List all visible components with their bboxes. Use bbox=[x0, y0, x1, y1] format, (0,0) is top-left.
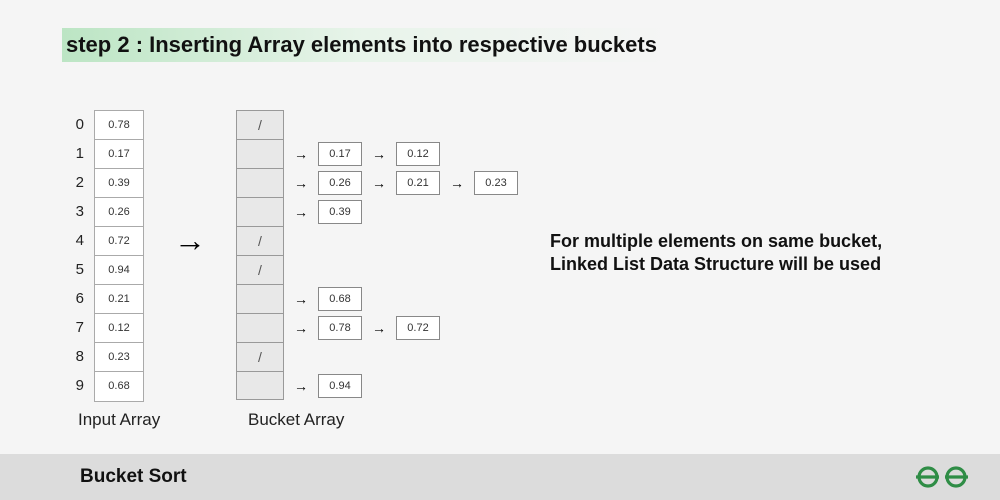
index-label: 8 bbox=[60, 342, 84, 371]
bucket-cell bbox=[236, 313, 284, 342]
input-cell: 0.78 bbox=[95, 111, 143, 140]
link-arrow-icon: → bbox=[450, 175, 464, 191]
index-label: 5 bbox=[60, 255, 84, 284]
diagram-container: 0123456789 0.780.170.390.260.720.940.210… bbox=[60, 110, 518, 402]
list-node: 0.78 bbox=[318, 316, 362, 340]
bucket-cell: / bbox=[236, 342, 284, 371]
index-label: 6 bbox=[60, 284, 84, 313]
bucket-row: → 0.68 bbox=[236, 284, 518, 313]
bucket-cell bbox=[236, 371, 284, 400]
link-arrow-icon: → bbox=[372, 320, 386, 336]
bucket-cell: / bbox=[236, 255, 284, 284]
list-node: 0.21 bbox=[396, 171, 440, 195]
link-arrow-icon: → bbox=[372, 175, 386, 191]
footer-bar: Bucket Sort bbox=[0, 454, 1000, 500]
input-cell: 0.23 bbox=[95, 343, 143, 372]
link-arrow-icon: → bbox=[294, 320, 308, 336]
list-node: 0.68 bbox=[318, 287, 362, 311]
link-arrow-icon: → bbox=[372, 146, 386, 162]
bucket-row: → 0.94 bbox=[236, 371, 518, 400]
bucket-row: → 0.26 → 0.21 → 0.23 bbox=[236, 168, 518, 197]
input-cell: 0.68 bbox=[95, 372, 143, 401]
explanation-note: For multiple elements on same bucket, Li… bbox=[550, 230, 960, 277]
input-array-label: Input Array bbox=[78, 410, 248, 430]
input-cell: 0.72 bbox=[95, 227, 143, 256]
bucket-cell bbox=[236, 284, 284, 313]
bucket-row: / bbox=[236, 226, 518, 255]
bucket-array-label: Bucket Array bbox=[248, 410, 344, 430]
input-cell: 0.94 bbox=[95, 256, 143, 285]
index-label: 9 bbox=[60, 371, 84, 400]
link-arrow-icon: → bbox=[294, 175, 308, 191]
bucket-cell: / bbox=[236, 226, 284, 255]
input-cell: 0.17 bbox=[95, 140, 143, 169]
bucket-cell bbox=[236, 197, 284, 226]
input-array: 0.780.170.390.260.720.940.210.120.230.68 bbox=[94, 110, 144, 402]
list-node: 0.12 bbox=[396, 142, 440, 166]
index-label: 0 bbox=[60, 110, 84, 139]
bucket-row: → 0.78 → 0.72 bbox=[236, 313, 518, 342]
transform-arrow-icon: → bbox=[174, 222, 206, 259]
bucket-cell bbox=[236, 168, 284, 197]
bucket-cell: / bbox=[236, 110, 284, 139]
index-label: 1 bbox=[60, 139, 84, 168]
list-node: 0.17 bbox=[318, 142, 362, 166]
list-node: 0.94 bbox=[318, 374, 362, 398]
input-cell: 0.21 bbox=[95, 285, 143, 314]
index-label: 2 bbox=[60, 168, 84, 197]
list-node: 0.23 bbox=[474, 171, 518, 195]
geeksforgeeks-logo-icon bbox=[914, 464, 970, 490]
bucket-array: /→0.17→0.12→0.26→0.21→0.23→0.39//→0.68→0… bbox=[236, 110, 518, 400]
index-column: 0123456789 bbox=[60, 110, 84, 400]
bucket-row: / bbox=[236, 342, 518, 371]
input-cell: 0.12 bbox=[95, 314, 143, 343]
link-arrow-icon: → bbox=[294, 146, 308, 162]
index-label: 7 bbox=[60, 313, 84, 342]
bucket-row: / bbox=[236, 255, 518, 284]
bucket-row: → 0.17 → 0.12 bbox=[236, 139, 518, 168]
bucket-row: → 0.39 bbox=[236, 197, 518, 226]
link-arrow-icon: → bbox=[294, 291, 308, 307]
index-label: 3 bbox=[60, 197, 84, 226]
note-line-2: Linked List Data Structure will be used bbox=[550, 254, 881, 274]
footer-title: Bucket Sort bbox=[80, 466, 187, 488]
input-cell: 0.26 bbox=[95, 198, 143, 227]
bucket-cell bbox=[236, 139, 284, 168]
bucket-row: / bbox=[236, 110, 518, 139]
input-cell: 0.39 bbox=[95, 169, 143, 198]
step-title: step 2 : Inserting Array elements into r… bbox=[62, 28, 667, 62]
link-arrow-icon: → bbox=[294, 378, 308, 394]
list-node: 0.26 bbox=[318, 171, 362, 195]
list-node: 0.72 bbox=[396, 316, 440, 340]
index-label: 4 bbox=[60, 226, 84, 255]
array-labels: Input Array Bucket Array bbox=[78, 410, 344, 430]
note-line-1: For multiple elements on same bucket, bbox=[550, 231, 882, 251]
link-arrow-icon: → bbox=[294, 204, 308, 220]
list-node: 0.39 bbox=[318, 200, 362, 224]
